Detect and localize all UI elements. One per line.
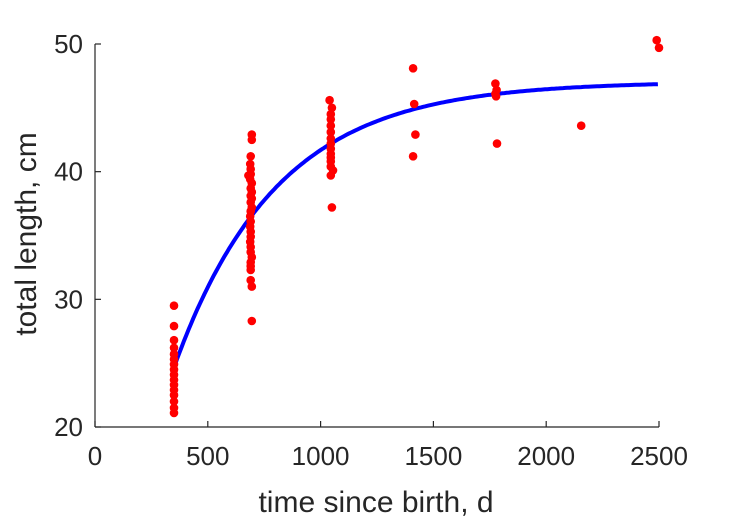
data-point: [576, 121, 586, 130]
data-points: [169, 35, 664, 418]
data-point: [169, 343, 179, 353]
data-point: [169, 397, 179, 406]
data-point: [409, 99, 419, 109]
data-point: [492, 139, 502, 148]
x-tick-label: 1000: [292, 441, 350, 471]
data-point: [652, 35, 661, 45]
x-tick-label: 1500: [404, 441, 462, 471]
y-axis-label: total length, cm: [10, 132, 43, 335]
data-point: [327, 203, 337, 212]
x-tick-label: 2500: [630, 441, 688, 471]
data-point: [169, 390, 179, 400]
x-axis-label: time since birth, d: [258, 486, 493, 519]
data-point: [326, 121, 336, 130]
data-point: [246, 265, 255, 275]
data-point: [326, 171, 336, 180]
data-point: [246, 275, 255, 285]
data-point: [491, 92, 501, 101]
data-point: [169, 335, 179, 345]
data-point: [169, 301, 179, 311]
data-point: [246, 152, 255, 161]
y-axis-ticks: 20 30 40 50: [54, 29, 101, 442]
data-point: [408, 152, 418, 161]
data-point: [247, 135, 257, 145]
x-tick-label: 500: [186, 441, 229, 471]
y-tick-label: 20: [54, 412, 83, 442]
data-point: [326, 127, 336, 137]
data-point: [325, 95, 334, 105]
data-point: [247, 316, 257, 326]
data-point: [491, 79, 500, 88]
data-point: [326, 115, 336, 124]
fit-curve: [173, 82, 658, 366]
data-point: [654, 43, 664, 53]
data-point: [408, 64, 418, 73]
data-point: [169, 408, 179, 418]
y-tick-label: 40: [54, 157, 83, 187]
x-axis-ticks: 0 500 1000 1500 2000 2500: [88, 421, 688, 471]
data-point: [327, 103, 337, 113]
data-point: [169, 321, 179, 331]
plot-area: 20 30 40 50 0 500 1000 1500 2000 2500: [54, 29, 688, 471]
data-point: [247, 282, 257, 291]
data-point: [411, 130, 420, 139]
y-tick-label: 50: [54, 29, 83, 59]
x-tick-label: 0: [88, 441, 102, 471]
x-tick-label: 2000: [517, 441, 575, 471]
y-tick-label: 30: [54, 284, 83, 314]
